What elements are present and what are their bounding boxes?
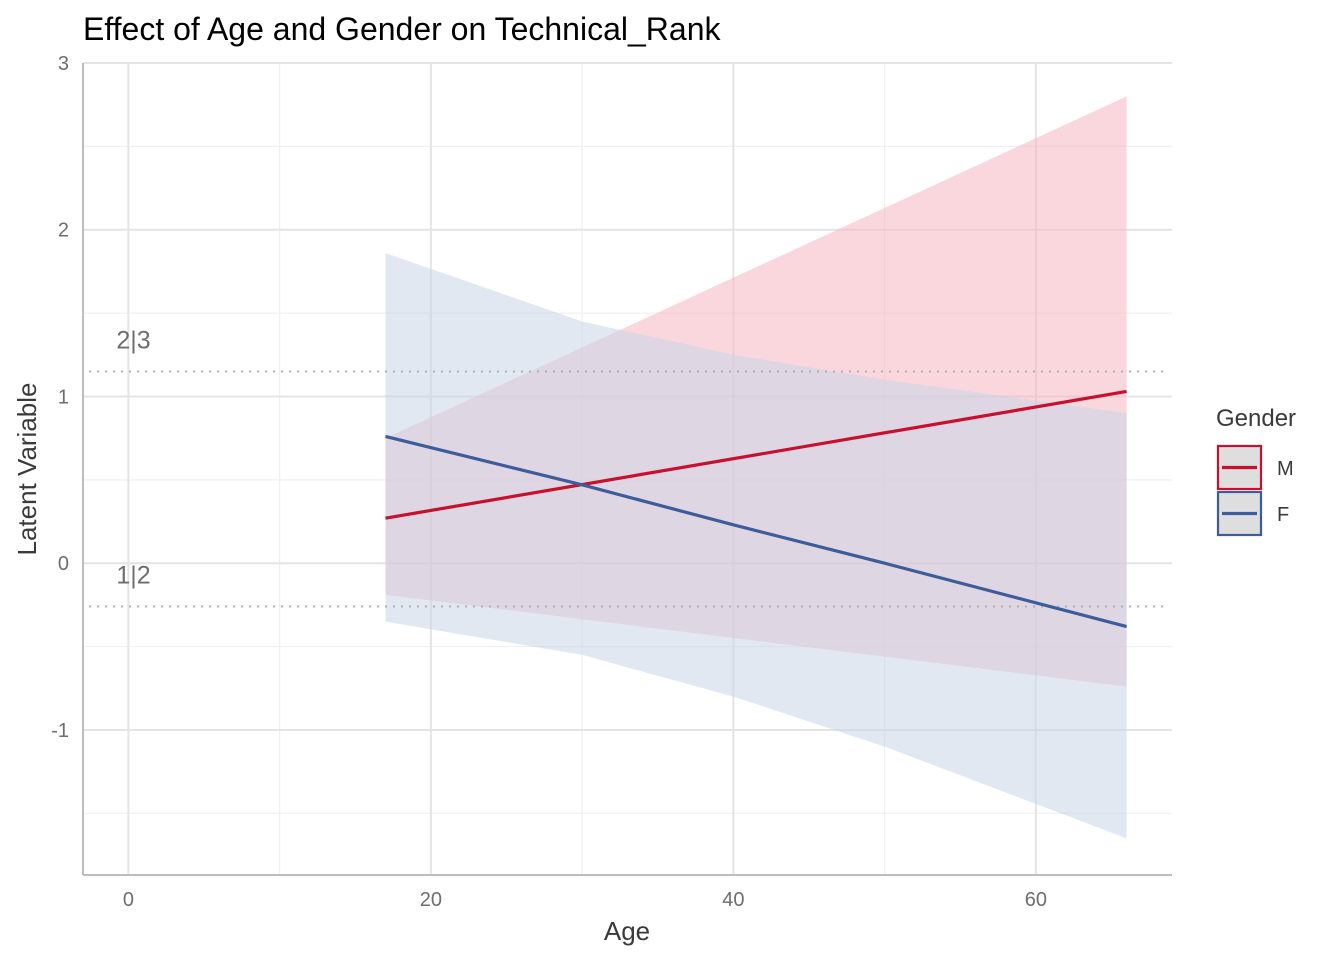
x-tick-label: 40 [722, 889, 744, 911]
confidence-bands [385, 96, 1127, 839]
x-tick-label: 20 [420, 889, 442, 911]
y-axis-title: Latent Variable [12, 383, 42, 556]
threshold-label: 1|2 [116, 562, 150, 590]
legend-label-f: F [1277, 504, 1289, 526]
confidence-band-f [385, 253, 1127, 839]
y-tick-label: 0 [58, 553, 69, 575]
y-tick-label: 1 [58, 386, 69, 408]
y-tick-label: -1 [51, 720, 69, 742]
x-tick-label: 60 [1025, 889, 1047, 911]
legend: Gender M F [1216, 405, 1296, 537]
threshold-label: 2|3 [116, 326, 150, 354]
y-tick-label: 2 [58, 220, 69, 242]
y-tick-label: 3 [58, 53, 69, 75]
legend-title: Gender [1216, 405, 1296, 432]
chart-title: Effect of Age and Gender on Technical_Ra… [83, 11, 721, 47]
tick-labels: 0 20 40 60 -1 0 1 2 3 [51, 53, 1047, 911]
axes [82, 63, 1172, 876]
legend-label-m: M [1277, 458, 1294, 480]
threshold-lines: 2|3 1|2 [89, 326, 1168, 608]
x-tick-label: 0 [123, 889, 134, 911]
series-line-f [385, 434, 1128, 629]
series-line-m [385, 389, 1127, 520]
series-lines [385, 389, 1128, 629]
x-axis-title: Age [604, 916, 650, 946]
